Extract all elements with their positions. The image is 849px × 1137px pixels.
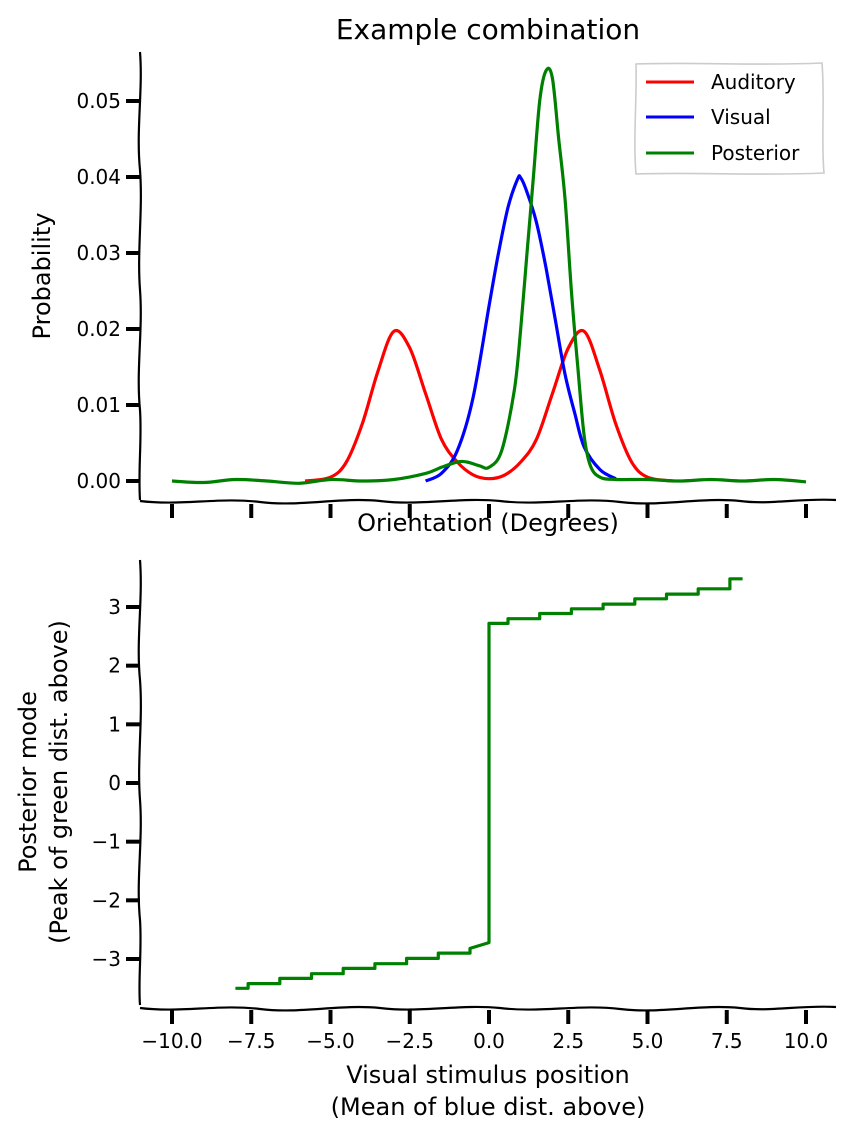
x-axis-spine [139, 1005, 837, 1012]
y-tick-label: 3 [108, 595, 121, 619]
y-tick-label: 0.02 [76, 317, 121, 341]
y-axis-spine [137, 559, 142, 1006]
legend-entry-visual: Visual [711, 105, 771, 129]
y-axis-spine [137, 51, 142, 501]
x-axis-spine [139, 498, 837, 505]
series-line-posterior [171, 66, 807, 485]
y-axis-label: Probability [28, 213, 56, 340]
x-tick-label: −10.0 [141, 1029, 202, 1053]
series-line-posterior-mode [235, 577, 743, 990]
chart-title: Example combination [336, 13, 640, 46]
legend-entry-auditory: Auditory [711, 70, 796, 94]
x-tick-label: 0.0 [473, 1029, 505, 1053]
y-tick-label: −3 [92, 947, 121, 971]
x-tick-label: 2.5 [552, 1029, 584, 1053]
y-tick-label: 0.03 [76, 241, 121, 265]
y-tick-label: 0.05 [76, 89, 121, 113]
legend: Auditory Visual Posterior [634, 62, 825, 175]
y-tick-label: 0.04 [76, 165, 121, 189]
series-line-visual [424, 174, 617, 483]
x-tick-label: −5.0 [306, 1029, 355, 1053]
x-axis-label-line-1: Visual stimulus position [346, 1061, 630, 1089]
x-axis-label-line-2: (Mean of blue dist. above) [331, 1093, 646, 1121]
series-line-auditory [304, 328, 674, 483]
y-tick-label: 0.01 [76, 393, 121, 417]
chart-top: Example combination 0.00 0.01 0.02 0.03 0.04… [28, 13, 837, 537]
y-axis-label-line-1: Posterior mode [14, 691, 42, 873]
x-tick-label: −7.5 [227, 1029, 276, 1053]
x-tick-label: 7.5 [711, 1029, 743, 1053]
legend-entry-posterior: Posterior [711, 141, 800, 165]
x-tick-label: 5.0 [632, 1029, 664, 1053]
y-tick-label: 1 [108, 712, 121, 736]
y-axis-label-line-2: (Peak of green dist. above) [45, 620, 73, 944]
chart-bottom: −3 −2 −1 0 1 2 3 −10.0 −7.5 −5.0 −2.5 0.0 2.5 5.0 7.5… [14, 559, 837, 1121]
y-tick-label: 2 [108, 654, 121, 678]
x-tick-label: −2.5 [385, 1029, 434, 1053]
y-tick-label: 0 [108, 771, 121, 795]
legend-frame [634, 62, 825, 175]
y-tick-label: −2 [92, 888, 121, 912]
y-tick-label: 0.00 [76, 469, 121, 493]
y-tick-label: −1 [92, 830, 121, 854]
x-axis-label: Orientation (Degrees) [357, 509, 619, 537]
x-tick-label: 10.0 [784, 1029, 829, 1053]
